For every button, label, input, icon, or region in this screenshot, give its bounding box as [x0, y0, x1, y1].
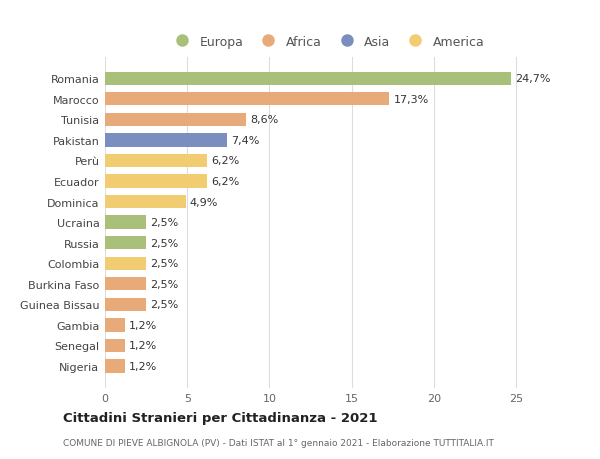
Legend: Europa, Africa, Asia, America: Europa, Africa, Asia, America: [164, 31, 490, 54]
Bar: [105, 257, 146, 270]
Text: 1,2%: 1,2%: [129, 320, 157, 330]
Text: 1,2%: 1,2%: [129, 361, 157, 371]
Bar: [105, 196, 185, 209]
Text: 2,5%: 2,5%: [150, 258, 178, 269]
Text: 1,2%: 1,2%: [129, 341, 157, 351]
Bar: [105, 298, 146, 311]
Bar: [105, 73, 511, 86]
Bar: [105, 134, 227, 147]
Text: 6,2%: 6,2%: [211, 156, 239, 166]
Bar: [105, 154, 207, 168]
Text: 24,7%: 24,7%: [515, 74, 551, 84]
Bar: [105, 339, 125, 353]
Bar: [105, 278, 146, 291]
Text: 2,5%: 2,5%: [150, 238, 178, 248]
Text: 2,5%: 2,5%: [150, 218, 178, 228]
Text: 17,3%: 17,3%: [394, 95, 429, 105]
Text: 4,9%: 4,9%: [190, 197, 218, 207]
Text: 2,5%: 2,5%: [150, 279, 178, 289]
Bar: [105, 113, 247, 127]
Bar: [105, 93, 389, 106]
Text: Cittadini Stranieri per Cittadinanza - 2021: Cittadini Stranieri per Cittadinanza - 2…: [63, 412, 377, 425]
Text: 6,2%: 6,2%: [211, 177, 239, 187]
Text: 8,6%: 8,6%: [251, 115, 279, 125]
Bar: [105, 216, 146, 230]
Text: 2,5%: 2,5%: [150, 300, 178, 310]
Text: COMUNE DI PIEVE ALBIGNOLA (PV) - Dati ISTAT al 1° gennaio 2021 - Elaborazione TU: COMUNE DI PIEVE ALBIGNOLA (PV) - Dati IS…: [63, 438, 494, 448]
Bar: [105, 236, 146, 250]
Text: 7,4%: 7,4%: [231, 135, 259, 146]
Bar: [105, 175, 207, 188]
Bar: [105, 319, 125, 332]
Bar: [105, 359, 125, 373]
